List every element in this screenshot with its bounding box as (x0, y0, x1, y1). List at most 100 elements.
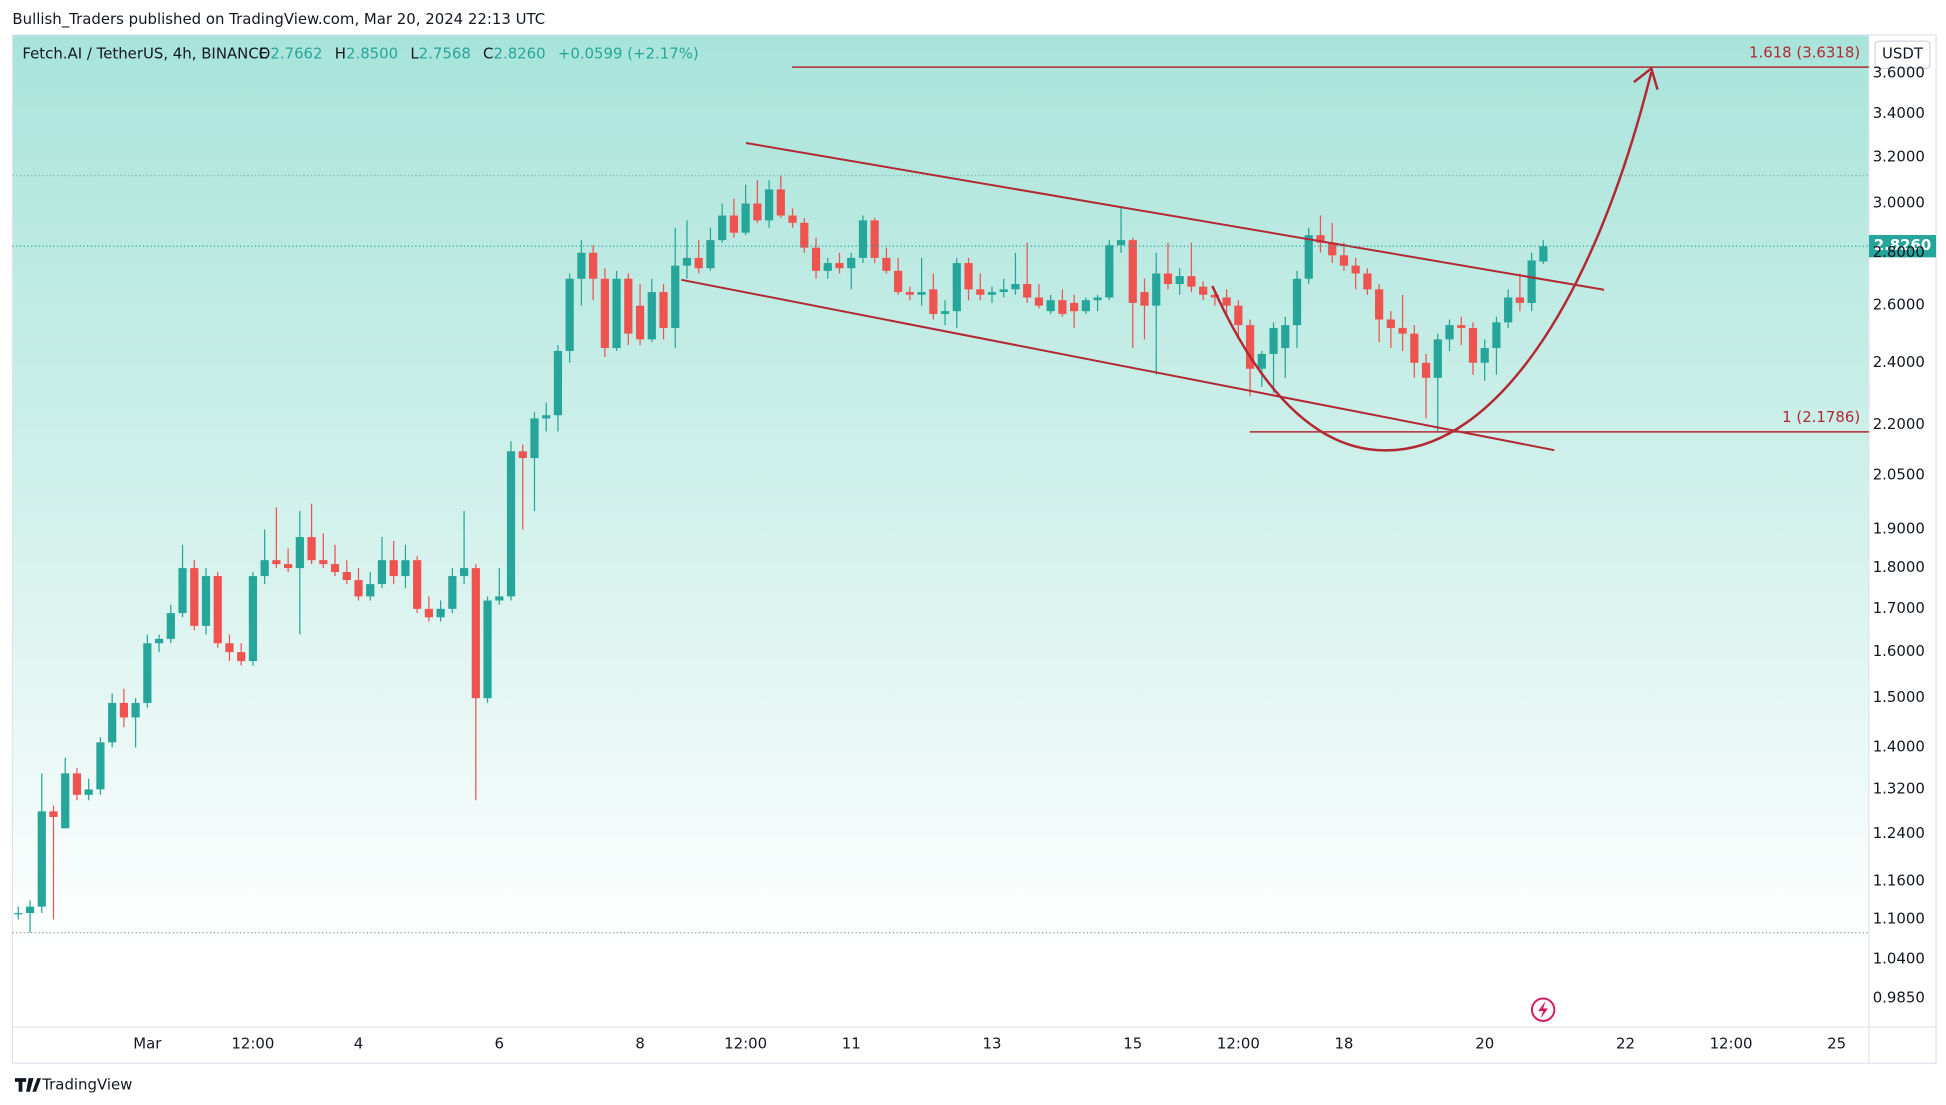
candle-body (929, 289, 938, 314)
alert-bolt[interactable] (1538, 1001, 1549, 1019)
candle-body (905, 292, 914, 295)
candle-body (823, 263, 832, 271)
candle-body (835, 263, 844, 269)
candle-body (800, 222, 809, 248)
brand: TradingView (14, 1076, 132, 1094)
candle-body (1363, 273, 1372, 290)
x-tick-label: 13 (983, 1035, 1002, 1053)
open-label: O (259, 45, 271, 63)
candle-body (565, 278, 574, 351)
channel-upper (745, 142, 1605, 291)
candle-body (225, 643, 234, 653)
y-tick-label: 1.1600 (1873, 872, 1925, 890)
candle-body (166, 613, 175, 639)
candle-body (459, 568, 469, 577)
plot-background (12, 34, 1869, 1028)
x-tick-label: 22 (1616, 1035, 1635, 1053)
candle-body (1351, 265, 1360, 274)
y-tick-label: 3.0000 (1873, 194, 1925, 212)
candle-body (1163, 273, 1173, 285)
candle-body (72, 773, 82, 795)
candle-body (1152, 273, 1161, 306)
candle-body (260, 560, 269, 577)
high-value: 2.8500 (346, 45, 398, 63)
y-tick-label: 1.0400 (1873, 950, 1925, 968)
candle-body (1081, 300, 1090, 312)
candle-body (706, 240, 715, 269)
candle-body (14, 913, 23, 915)
candle-body (847, 257, 856, 269)
x-tick-label: 20 (1475, 1035, 1494, 1053)
candle-body (1468, 327, 1478, 363)
chart-frame (11, 34, 1937, 1064)
candle-body (1539, 246, 1548, 262)
candle-body (307, 537, 316, 561)
alert-circle[interactable] (1530, 997, 1556, 1022)
fib-label: 1.618 (3.6318) (1749, 43, 1860, 61)
candle-body (577, 252, 586, 279)
x-tick-label: 12:00 (231, 1035, 274, 1053)
candle-body (987, 292, 997, 295)
candle-body (1398, 327, 1407, 334)
currency-button-box[interactable] (1874, 40, 1931, 70)
candle-body (96, 742, 105, 790)
low-label: L (410, 45, 419, 63)
candle-body (413, 560, 422, 609)
candle-body (624, 278, 633, 334)
candle-body (882, 257, 891, 271)
candle-body (1011, 284, 1020, 290)
candle-body (284, 564, 293, 569)
candle-body (131, 702, 140, 718)
candle-body (108, 702, 117, 743)
y-tick-label: 1.9000 (1873, 519, 1925, 537)
fib-label: 1 (2.1786) (1782, 408, 1860, 426)
x-tick-label: 15 (1123, 1035, 1142, 1053)
candle-body (201, 576, 211, 626)
y-tick-label: 1.1000 (1873, 909, 1925, 927)
candle-body (940, 311, 950, 314)
candle-body (870, 220, 879, 258)
candle-body (647, 292, 656, 340)
change-value: +0.0599 (+2.17%) (558, 45, 699, 63)
candle-body (424, 608, 434, 618)
candle-body (1457, 325, 1466, 328)
candle-body (589, 252, 598, 279)
candle-body (471, 568, 480, 699)
legend-symbol: Fetch.AI / TetherUS, 4h, BINANCE (22, 45, 268, 63)
currency-label[interactable]: USDT (1882, 45, 1924, 63)
x-tick-label: 12:00 (1217, 1035, 1260, 1053)
candle-body (811, 247, 821, 271)
candle-body (1222, 297, 1231, 306)
last-price-label: 2.8260 (1874, 236, 1932, 254)
candle-body (964, 263, 973, 290)
candle-body (1292, 278, 1302, 326)
candle-body (1304, 235, 1313, 279)
x-tick-label: 25 (1827, 1035, 1846, 1053)
high-label: H (335, 45, 346, 63)
candle-body (1328, 242, 1337, 256)
candle-body (436, 608, 445, 618)
candle-body (319, 560, 328, 565)
candle-body (858, 220, 868, 258)
candle-body (1105, 245, 1114, 298)
candle-body (788, 215, 797, 223)
currency-button[interactable]: USDT (1874, 40, 1931, 70)
y-tick-label: 2.2000 (1873, 415, 1925, 433)
candle-body (1375, 289, 1384, 320)
candle-body (1093, 297, 1102, 301)
low-value: 2.7568 (419, 45, 471, 63)
published-note: Bullish_Traders published on TradingView… (12, 10, 545, 28)
candle-body (1140, 292, 1149, 306)
x-tick-label: 6 (495, 1035, 504, 1053)
candle-body (1116, 240, 1126, 246)
candle-body (366, 584, 375, 597)
candle-body (377, 560, 387, 585)
x-tick-label: 18 (1334, 1035, 1353, 1053)
alert-icon[interactable] (1530, 997, 1556, 1022)
candle-body (1234, 305, 1243, 326)
y-tick-label: 1.3200 (1873, 779, 1925, 797)
y-tick-label: 2.0500 (1873, 465, 1925, 483)
candle-body (764, 189, 774, 221)
candle-body (1480, 348, 1489, 363)
